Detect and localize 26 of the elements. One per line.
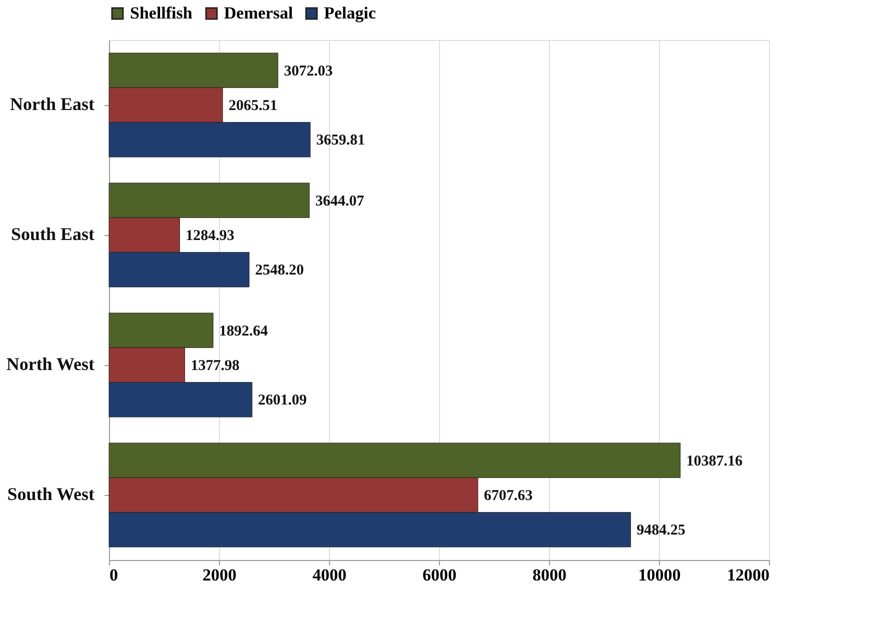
x-tick-label: 2000 (202, 566, 236, 584)
legend-label: Shellfish (130, 4, 193, 23)
data-label: 3659.81 (316, 132, 366, 149)
legend-label: Demersal (224, 4, 294, 23)
y-tick-label: North West (6, 354, 94, 374)
data-label: 2548.20 (255, 262, 304, 279)
x-tick-label: 0 (110, 566, 118, 584)
x-tick-label: 12000 (727, 566, 770, 584)
x-tick-label: 10000 (638, 566, 681, 584)
y-tick-label: South West (7, 484, 94, 504)
data-label: 2601.09 (258, 392, 307, 409)
data-label: 2065.51 (228, 98, 278, 114)
data-label: 3072.03 (284, 63, 333, 80)
x-tick-label: 4000 (312, 566, 346, 584)
data-label: 1377.98 (190, 358, 240, 374)
data-label: 1284.93 (186, 228, 234, 244)
data-label: 6707.63 (484, 488, 533, 504)
x-tick-label: 8000 (532, 566, 566, 584)
x-tick-label: 6000 (422, 566, 456, 584)
y-tick-label: North East (10, 94, 95, 114)
data-label: 10387.16 (686, 453, 744, 470)
y-tick-label: South East (10, 224, 95, 244)
data-label: 9484.25 (636, 522, 686, 539)
data-label: 3644.07 (315, 193, 365, 210)
legend-label: Pelagic (324, 4, 376, 23)
data-label: 1892.64 (219, 323, 268, 340)
